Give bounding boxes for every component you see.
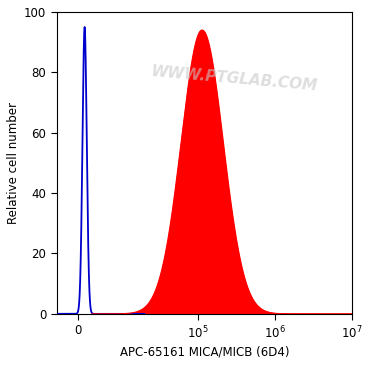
Text: WWW.PTGLAB.COM: WWW.PTGLAB.COM — [150, 64, 318, 93]
Y-axis label: Relative cell number: Relative cell number — [7, 102, 20, 224]
X-axis label: APC-65161 MICA/MICB (6D4): APC-65161 MICA/MICB (6D4) — [120, 345, 289, 358]
